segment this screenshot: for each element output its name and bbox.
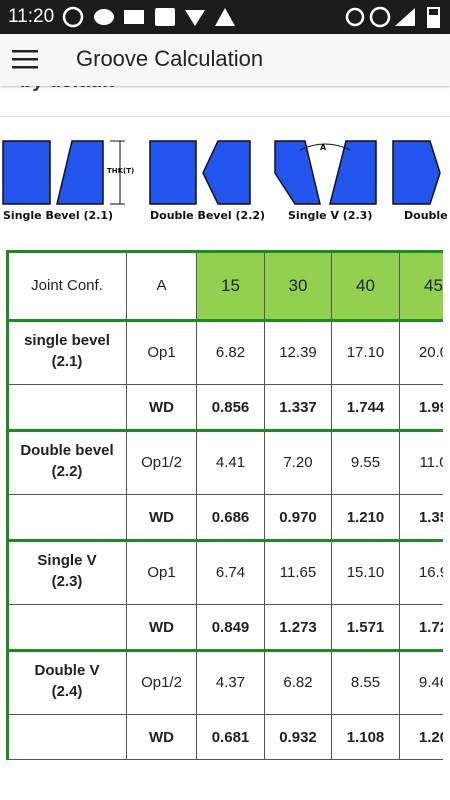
joint-name-cell: single bevel (2.1) bbox=[8, 320, 127, 385]
joint-name-cell: Double V (2.4) bbox=[8, 650, 127, 715]
wd-value: 0.681 bbox=[197, 715, 265, 760]
wd-value: 1.35 bbox=[400, 495, 443, 540]
wd-value: 1.210 bbox=[332, 495, 400, 540]
op-value: 6.74 bbox=[197, 540, 265, 605]
diagram-label: Single V (2.3) bbox=[288, 209, 373, 222]
time: 11:20 bbox=[8, 6, 55, 27]
joint-name: Double V bbox=[34, 662, 100, 679]
wd-label: WD bbox=[127, 605, 197, 650]
joint-code: (2.1) bbox=[51, 353, 83, 370]
wd-label: WD bbox=[127, 385, 197, 430]
header-cell: 45 bbox=[400, 252, 443, 320]
table-border bbox=[6, 649, 443, 652]
wd-value: 0.970 bbox=[265, 495, 332, 540]
table-border bbox=[6, 319, 443, 322]
wd-value: 0.686 bbox=[197, 495, 265, 540]
op-label: Op1 bbox=[127, 540, 197, 605]
menu-button[interactable] bbox=[12, 49, 42, 71]
diagram-label: Double Bevel (2.2) bbox=[150, 209, 266, 222]
wd-value: 0.849 bbox=[197, 605, 265, 650]
wd-value: 1.99 bbox=[400, 385, 443, 430]
diagram-shapes bbox=[2, 140, 441, 205]
header-cell: 40 bbox=[332, 252, 400, 320]
wd-value: 0.856 bbox=[197, 385, 265, 430]
op-value: 12.39 bbox=[265, 320, 332, 385]
table-border bbox=[6, 250, 443, 253]
wd-value: 1.571 bbox=[332, 605, 400, 650]
wd-value: 1.337 bbox=[265, 385, 332, 430]
table-border bbox=[6, 429, 443, 432]
op-value: 9.55 bbox=[332, 430, 400, 495]
wd-value: 1.273 bbox=[265, 605, 332, 650]
joint-code: (2.3) bbox=[51, 573, 83, 590]
wd-value: 1.744 bbox=[332, 385, 400, 430]
app-title: Groove Calculation bbox=[76, 46, 264, 71]
joint-code: (2.4) bbox=[51, 683, 83, 700]
header-cell: 30 bbox=[265, 252, 332, 320]
joint-code: (2.2) bbox=[51, 463, 83, 480]
status-icons bbox=[62, 6, 440, 28]
joint-name-cell: Double bevel (2.2) bbox=[8, 430, 127, 495]
blank-cell bbox=[8, 385, 127, 430]
op-label: Op1/2 bbox=[127, 430, 197, 495]
joint-name: Double bevel bbox=[20, 442, 114, 459]
op-value: 6.82 bbox=[265, 650, 332, 715]
status-bar: 11:20 bbox=[0, 0, 450, 34]
header-cell: A bbox=[127, 252, 197, 320]
angle-label: A bbox=[320, 143, 327, 152]
wd-value: 1.108 bbox=[332, 715, 400, 760]
wd-label: WD bbox=[127, 495, 197, 540]
wd-label: WD bbox=[127, 715, 197, 760]
joint-name-cell: Single V (2.3) bbox=[8, 540, 127, 605]
op-value: 11.0 bbox=[400, 430, 443, 495]
app-bar: Groove Calculation bbox=[0, 34, 450, 86]
wd-value: 1.72 bbox=[400, 605, 443, 650]
groove-table: Joint Conf. A 15 30 40 45 single bevel (2.1) Op1… bbox=[0, 250, 443, 760]
joint-name: Single V bbox=[37, 552, 97, 569]
thickness-label: THK(T) bbox=[107, 167, 135, 175]
header-cell: Joint Conf. bbox=[8, 252, 127, 320]
op-value: 17.10 bbox=[332, 320, 400, 385]
wd-value: 1.20 bbox=[400, 715, 443, 760]
op-value: 20.0 bbox=[400, 320, 443, 385]
op-value: 8.55 bbox=[332, 650, 400, 715]
table-border bbox=[6, 539, 443, 542]
wd-value: 0.932 bbox=[265, 715, 332, 760]
op-value: 9.46 bbox=[400, 650, 443, 715]
op-value: 6.82 bbox=[197, 320, 265, 385]
op-value: 15.10 bbox=[332, 540, 400, 605]
op-value: 16.9 bbox=[400, 540, 443, 605]
blank-cell bbox=[8, 605, 127, 650]
op-value: 4.41 bbox=[197, 430, 265, 495]
table-border bbox=[6, 250, 9, 760]
op-value: 4.37 bbox=[197, 650, 265, 715]
op-label: Op1 bbox=[127, 320, 197, 385]
header-cell: 15 bbox=[197, 252, 265, 320]
separator bbox=[0, 116, 450, 117]
blank-cell bbox=[8, 495, 127, 540]
joint-diagrams: THK(T) A Single Bevel (2.1) Double Bevel… bbox=[0, 130, 450, 230]
diagram-label: Double V bbox=[404, 209, 450, 222]
blank-cell bbox=[8, 715, 127, 760]
diagram-label: Single Bevel (2.1) bbox=[3, 209, 114, 222]
op-value: 11.65 bbox=[265, 540, 332, 605]
op-label: Op1/2 bbox=[127, 650, 197, 715]
op-value: 7.20 bbox=[265, 430, 332, 495]
joint-name: single bevel bbox=[24, 332, 110, 349]
